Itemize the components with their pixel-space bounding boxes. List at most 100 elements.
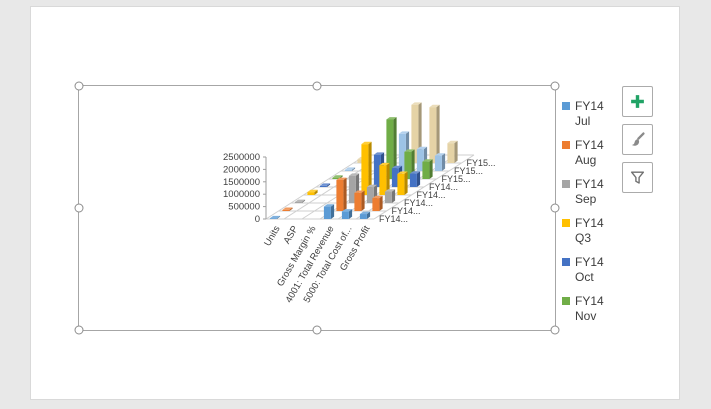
bar[interactable] (397, 173, 405, 195)
bar[interactable] (341, 211, 349, 219)
legend-item[interactable]: FY14 Jul (562, 99, 604, 129)
bar[interactable] (411, 104, 419, 163)
value-axis-label: 2000000 (223, 164, 260, 175)
legend-item[interactable]: FY14 Oct (562, 255, 604, 285)
bar[interactable] (307, 192, 315, 195)
bar-top-face (373, 152, 385, 155)
legend-swatch (562, 180, 570, 188)
bar[interactable] (422, 161, 430, 179)
legend-item[interactable]: FY14 Aug (562, 138, 604, 168)
legend-period: Q3 (575, 231, 592, 245)
legend-swatch (562, 219, 570, 227)
bar-top-face (348, 173, 360, 176)
paintbrush-icon (631, 132, 645, 146)
bar[interactable] (398, 133, 406, 171)
selection-handle-bottom-left[interactable] (74, 325, 84, 335)
bar[interactable] (354, 192, 362, 211)
bar-side-face (386, 162, 390, 195)
legend-year: FY14 (575, 255, 604, 269)
chart-tool-buttons (622, 86, 653, 193)
bar[interactable] (361, 144, 369, 195)
bar-top-face (366, 184, 378, 188)
bar-side-face (351, 167, 356, 171)
value-axis-label: 2500000 (223, 152, 260, 163)
bar-side-face (348, 209, 353, 219)
floor-gridline (265, 154, 367, 220)
bar-side-face (366, 211, 371, 219)
legend-swatch (562, 297, 570, 305)
bar-top-face (354, 190, 365, 193)
selection-handle-bottom-middle[interactable] (312, 325, 322, 335)
bar-top-face (434, 153, 446, 156)
depth-axis-label: FY15... (442, 174, 471, 184)
bar[interactable] (359, 214, 367, 219)
bar-top-face (361, 141, 372, 145)
legend-period: Nov (575, 309, 597, 323)
chart-3d-column[interactable]: 05000001000000150000020000002500000Units… (80, 86, 555, 336)
bar[interactable] (348, 175, 356, 203)
depth-axis-label: FY14... (404, 198, 433, 208)
bar-top-face (422, 159, 433, 162)
bar-top-face (336, 177, 347, 180)
bar-top-face (411, 102, 422, 105)
selection-handle-middle-right[interactable] (550, 203, 560, 213)
bar-top-face (429, 104, 440, 108)
legend-item[interactable]: FY14 Q3 (562, 216, 604, 246)
selection-handle-top-middle[interactable] (312, 81, 322, 91)
bar-side-face (379, 195, 383, 211)
bar-top-face (404, 149, 415, 152)
bar[interactable] (366, 187, 374, 203)
legend-period: Aug (575, 153, 597, 167)
legend-swatch (562, 102, 570, 110)
legend-year: FY14 (575, 99, 604, 113)
bar[interactable] (294, 202, 302, 203)
bar[interactable] (386, 119, 394, 179)
bar[interactable] (373, 154, 381, 187)
bar-top-face (344, 167, 356, 170)
chart-filters-button[interactable] (622, 162, 653, 193)
bar[interactable] (379, 165, 387, 195)
bar[interactable] (404, 151, 412, 179)
depth-axis-label: FY14... (392, 206, 421, 216)
bar[interactable] (323, 206, 331, 219)
bar[interactable] (357, 159, 365, 163)
legend-period: Oct (575, 270, 594, 284)
bar[interactable] (319, 185, 327, 187)
selection-handle-top-right[interactable] (550, 81, 560, 91)
bar[interactable] (391, 168, 399, 187)
bar[interactable] (269, 218, 277, 219)
bar-side-face (416, 171, 421, 187)
selection-handle-middle-left[interactable] (74, 203, 84, 213)
chart-styles-button[interactable] (622, 124, 653, 155)
legend-swatch (562, 141, 570, 149)
bar-top-face (409, 171, 421, 174)
depth-axis-label: FY14... (429, 182, 458, 192)
bar[interactable] (344, 169, 352, 171)
bar-side-face (368, 141, 372, 195)
bar[interactable] (416, 149, 424, 171)
bar[interactable] (336, 180, 344, 211)
depth-axis-label: FY15... (454, 166, 483, 176)
floor-gridline (373, 154, 475, 220)
bar[interactable] (447, 143, 455, 163)
legend-item[interactable]: FY14 Sep (562, 177, 604, 207)
selection-frame[interactable] (74, 81, 560, 335)
bar-top-face (386, 117, 397, 120)
bar[interactable] (282, 209, 290, 211)
selection-handle-top-left[interactable] (74, 81, 84, 91)
bar[interactable] (372, 198, 380, 211)
legend-item[interactable]: FY14 Nov (562, 294, 604, 324)
bar[interactable] (434, 155, 442, 171)
legend-year: FY14 (575, 294, 604, 308)
bar-top-face (294, 199, 306, 203)
legend-period: Jul (575, 114, 591, 128)
chart-elements-button[interactable] (622, 86, 653, 117)
bar-side-face (314, 189, 318, 195)
bar[interactable] (384, 191, 392, 203)
bar[interactable] (332, 177, 340, 179)
bar[interactable] (429, 107, 437, 163)
selection-handle-bottom-right[interactable] (550, 325, 560, 335)
bar[interactable] (409, 173, 417, 187)
bar-side-face (326, 183, 331, 187)
